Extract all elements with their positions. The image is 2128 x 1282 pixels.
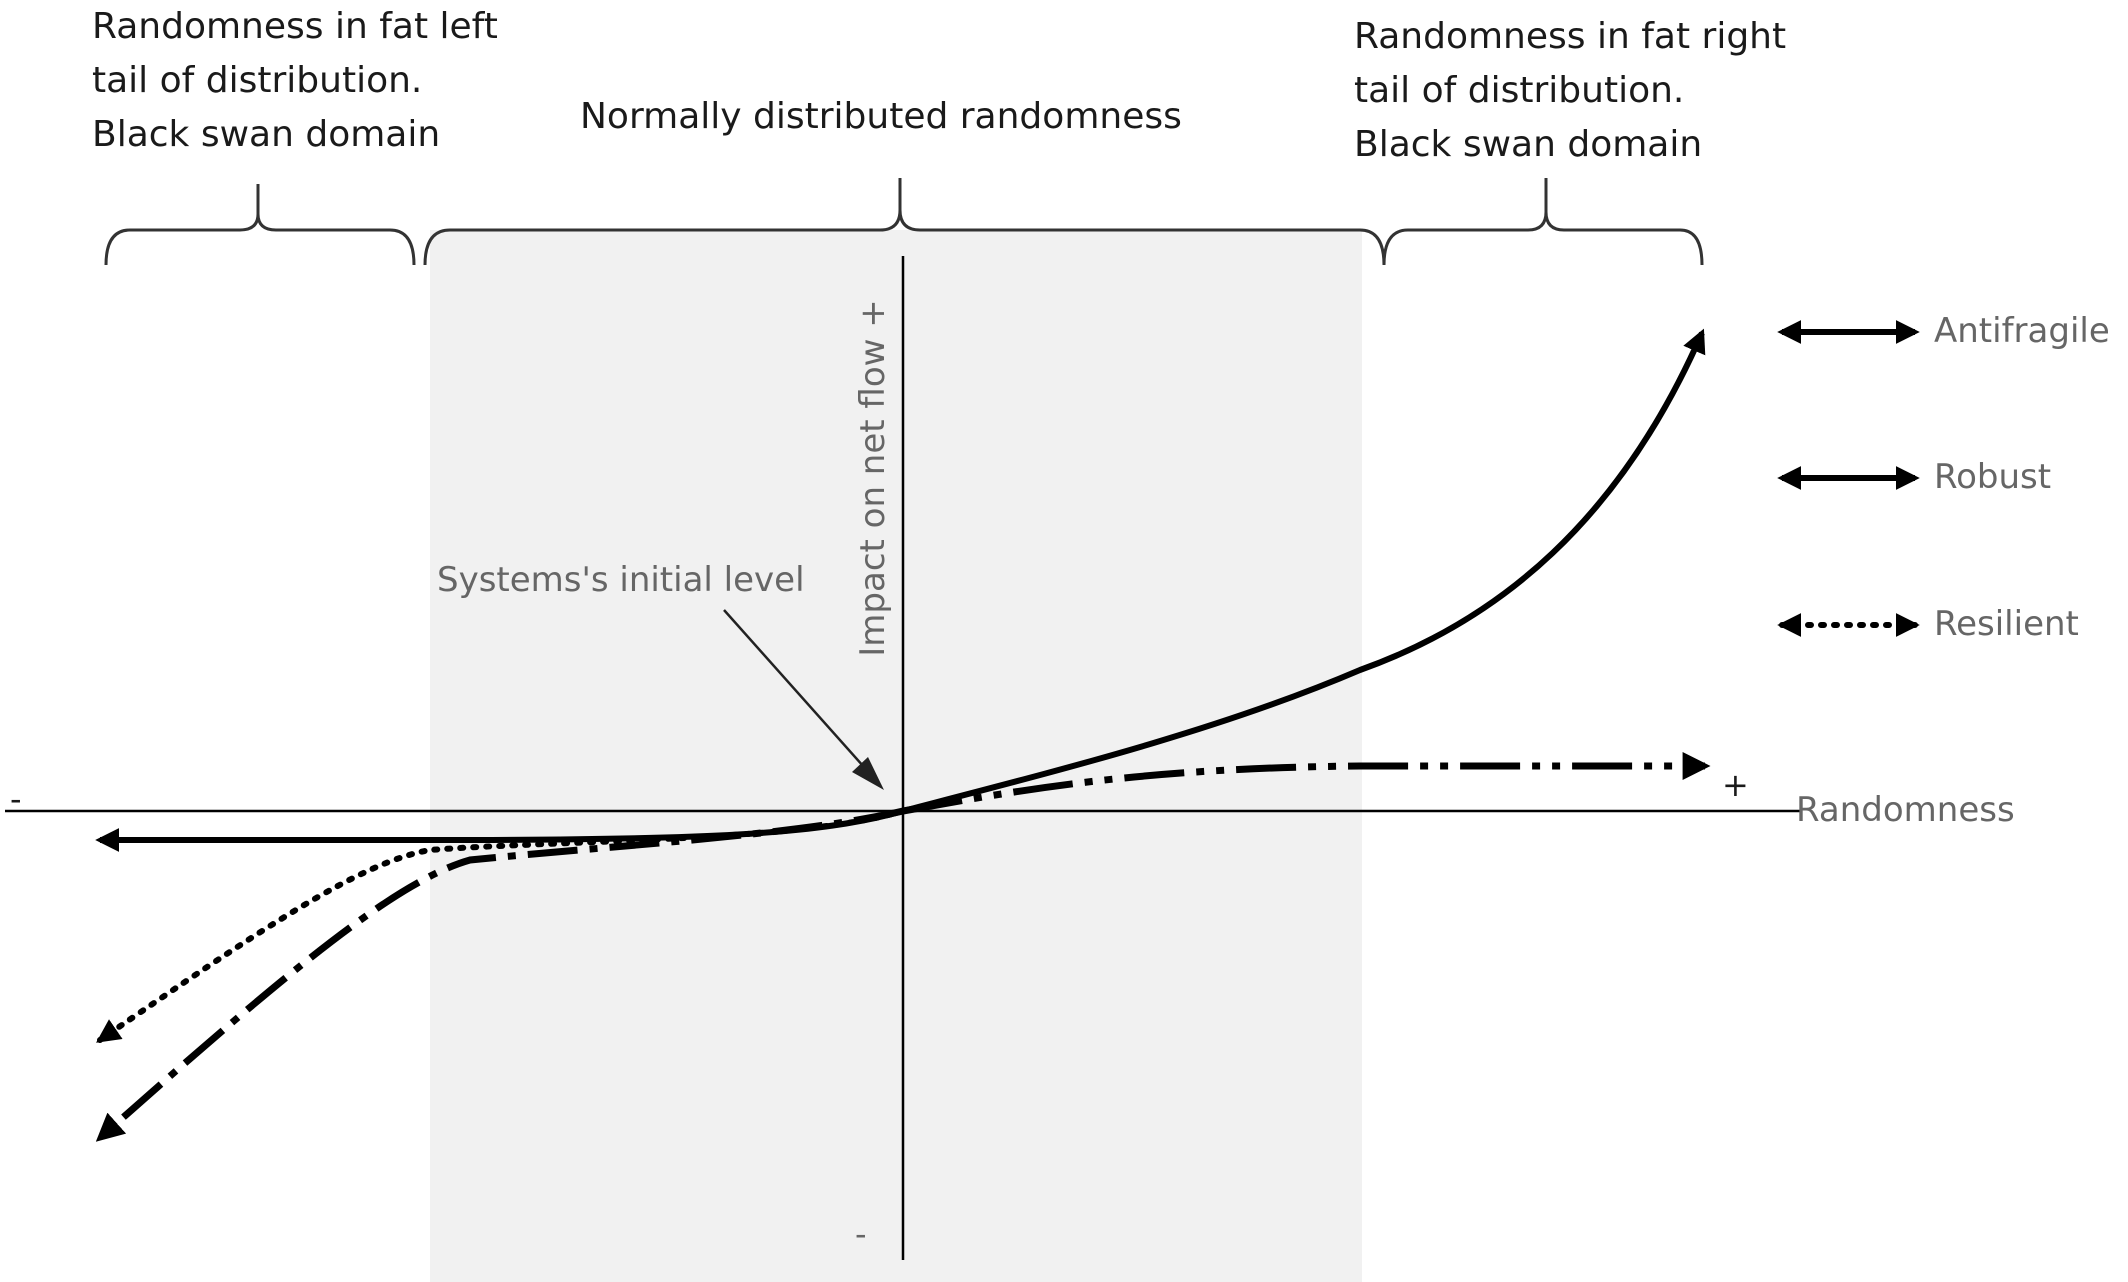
legend-antifragile-label: Antifragile <box>1934 311 2110 351</box>
annotation-arrowhead <box>852 757 884 790</box>
normal-region-label: Normally distributed randomness <box>580 96 1182 137</box>
annotation-arrow <box>723 609 873 777</box>
right-tail-brace <box>1382 178 1704 266</box>
fragile-dashdot-curve <box>95 807 904 1142</box>
x-axis-label: Randomness <box>1796 790 2015 830</box>
y-axis-title: Impact on net flow <box>853 338 893 657</box>
x-axis-minus: - <box>10 780 22 818</box>
normal-region-brace <box>423 178 1386 266</box>
y-axis-plus: + <box>853 299 893 328</box>
y-axis-label: Impact on net flow + <box>853 258 893 698</box>
left-tail-line-1: Randomness in fat left <box>92 6 498 47</box>
legend-resilient-label: Resilient <box>1934 604 2079 644</box>
left-tail-label: Randomness in fat left tail of distribut… <box>92 0 498 162</box>
legend-robust-label: Robust <box>1934 457 2052 497</box>
left-tail-brace <box>104 184 416 266</box>
resilient-curve <box>96 808 906 1043</box>
left-tail-line-2: tail of distribution. <box>92 60 423 101</box>
normal-region-shading <box>430 230 1362 1282</box>
left-tail-line-3: Black swan domain <box>92 114 441 155</box>
x-axis-plus: + <box>1722 766 1749 804</box>
right-tail-line-1: Randomness in fat right <box>1354 16 1787 57</box>
right-tail-label: Randomness in fat right tail of distribu… <box>1354 10 1786 172</box>
y-axis-minus: - <box>855 1215 867 1253</box>
right-tail-line-2: tail of distribution. <box>1354 70 1685 111</box>
right-dashdot-curve <box>902 752 1711 815</box>
antifragile-curve <box>902 328 1706 814</box>
initial-level-annotation: Systems's initial level <box>437 560 805 600</box>
right-tail-line-3: Black swan domain <box>1354 124 1703 165</box>
